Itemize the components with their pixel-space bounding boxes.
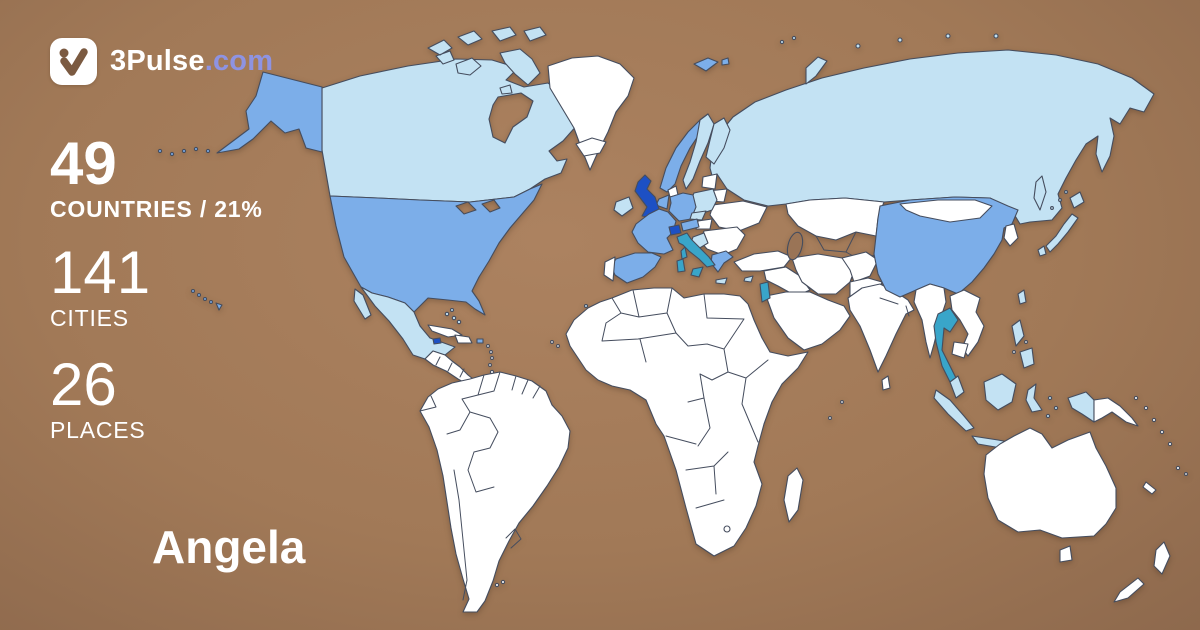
- islands-falkland: [494, 579, 506, 588]
- places-count: 26: [50, 351, 117, 418]
- region-papua-west: [1067, 391, 1095, 423]
- islands-moluccas: [1045, 395, 1059, 419]
- island-crete: [715, 277, 728, 285]
- islands-svalbard: [693, 57, 730, 72]
- country-iceland: [575, 137, 607, 157]
- region-kazakhstan: [785, 197, 885, 241]
- cities-label: CITIES: [50, 305, 129, 331]
- country-china: [873, 196, 1019, 298]
- user-name: Angela: [152, 521, 306, 573]
- country-alaska: [216, 71, 323, 154]
- islands-canadian-arctic: [427, 26, 547, 95]
- island-new-caledonia: [1142, 481, 1157, 495]
- region-korea: [1003, 223, 1019, 247]
- country-sri-lanka: [881, 375, 891, 391]
- country-turkey: [733, 250, 793, 272]
- country-jamaica: [432, 337, 442, 345]
- country-cambodia: [951, 341, 969, 359]
- islands-novaya-zemlya: [805, 56, 828, 85]
- country-myanmar: [913, 283, 947, 359]
- country-italy: [676, 232, 716, 268]
- pulse-check-icon: [59, 47, 88, 76]
- country-greece: [710, 250, 734, 273]
- borders-south-asia: [879, 297, 910, 317]
- region-arabian-peninsula: [765, 291, 851, 351]
- logo-brand: 3Pulse: [110, 45, 205, 77]
- borders-central-america: [435, 356, 465, 378]
- countries-label: COUNTRIES / 21%: [50, 196, 263, 222]
- country-india: [847, 283, 915, 373]
- country-iran: [791, 253, 857, 295]
- logo[interactable]: 3Pulse.com: [50, 38, 273, 85]
- islands-melanesia: [1133, 395, 1173, 447]
- island-sakhalin: [1033, 175, 1047, 211]
- country-ukraine: [709, 200, 768, 232]
- region-baltics: [701, 173, 718, 190]
- island-sardinia: [676, 258, 686, 273]
- caspian-sea: [786, 231, 804, 261]
- country-australia: [983, 427, 1117, 539]
- country-japan: [1037, 191, 1085, 257]
- country-cyprus: [743, 275, 754, 283]
- islands-aleutian: [157, 146, 211, 157]
- logo-text: 3Pulse.com: [110, 45, 273, 78]
- country-israel: [759, 281, 771, 303]
- logo-tld: .com: [204, 45, 274, 77]
- country-finland: [705, 117, 731, 165]
- island-hispaniola: [454, 334, 473, 344]
- country-switzerland: [668, 224, 682, 236]
- country-thailand: [933, 307, 959, 383]
- country-france: [631, 208, 677, 255]
- logo-badge: [50, 38, 97, 85]
- country-madagascar: [783, 467, 804, 523]
- country-taiwan: [1017, 289, 1027, 305]
- country-malaysia: [949, 375, 965, 399]
- islands-hawaii: [190, 288, 223, 311]
- islands-indian-ocean: [828, 400, 844, 420]
- island-sicily: [690, 266, 704, 278]
- country-puerto-rico: [476, 338, 484, 344]
- islands-lesser-antilles: [486, 344, 495, 375]
- islands-philippine: [1012, 340, 1028, 354]
- places-label: PLACES: [50, 417, 146, 443]
- borders-africa: [601, 287, 769, 533]
- island-sumatra: [933, 389, 975, 432]
- region-vietnam-laos: [949, 289, 985, 357]
- country-ireland: [613, 196, 634, 217]
- country-mongolia: [899, 199, 993, 223]
- island-sulawesi: [1025, 383, 1043, 413]
- islands-kuril: [1050, 190, 1068, 210]
- country-new-zealand: [1113, 541, 1171, 603]
- island-tasmania: [1059, 545, 1073, 563]
- island-corsica: [680, 246, 688, 260]
- country-sweden: [682, 113, 715, 190]
- borders-south-america: [419, 371, 541, 601]
- country-papua-new-guinea: [1093, 397, 1139, 427]
- islands-bahamas: [444, 307, 462, 325]
- cities-count: 141: [50, 239, 151, 306]
- country-united-states: [329, 183, 543, 316]
- countries-count: 49: [50, 130, 117, 197]
- country-greenland: [547, 55, 635, 171]
- continent-south-america: [419, 371, 571, 613]
- country-portugal: [603, 256, 616, 282]
- country-afghanistan: [841, 251, 879, 283]
- country-spain: [610, 252, 662, 284]
- country-philippines: [1011, 319, 1035, 369]
- country-austria: [680, 218, 700, 232]
- islands-fiji: [1175, 465, 1188, 476]
- country-russia: [709, 49, 1155, 225]
- island-borneo: [983, 373, 1017, 411]
- continent-africa: [565, 287, 809, 557]
- country-mexico: [353, 286, 456, 360]
- islands-arctic-russia: [779, 33, 999, 49]
- islands-cape-verde: [550, 340, 560, 348]
- left-overlay: 3Pulse.com 49 COUNTRIES / 21% 141 CITIES…: [0, 0, 430, 630]
